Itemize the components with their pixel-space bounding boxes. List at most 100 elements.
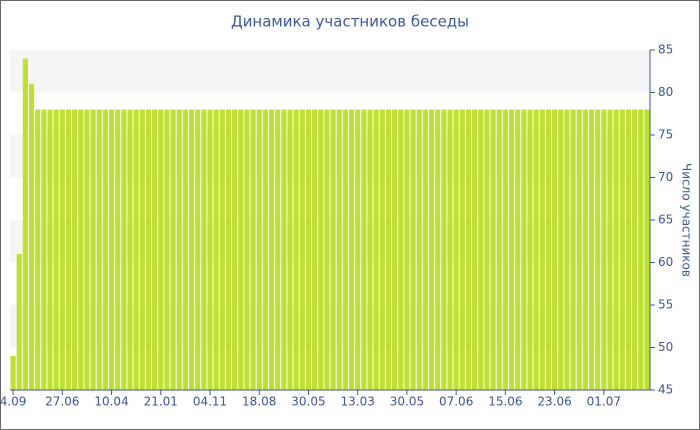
bar (268, 109, 275, 390)
bar (428, 109, 435, 390)
bar (515, 109, 521, 390)
bar (552, 109, 558, 390)
x-tick-label: 23.06 (537, 395, 571, 409)
bar (275, 109, 281, 390)
y-tick-label: 55 (658, 298, 673, 312)
y-tick-label: 45 (658, 383, 673, 397)
bar (158, 109, 164, 390)
bar (588, 109, 595, 390)
bar (465, 109, 472, 390)
bar (410, 109, 416, 390)
bar (453, 109, 459, 390)
bar (28, 84, 35, 390)
bar (10, 356, 16, 390)
grid-band (10, 50, 650, 93)
bar (342, 109, 348, 390)
bar (170, 109, 176, 390)
x-tick-label: 21.01 (144, 395, 178, 409)
bar (96, 109, 102, 390)
bar (121, 109, 127, 390)
bar (213, 109, 219, 390)
bar (152, 109, 158, 390)
bar (638, 109, 644, 390)
bar (490, 109, 496, 390)
bar (582, 109, 588, 390)
bar (164, 109, 170, 390)
bar (545, 109, 552, 390)
y-tick-label: 80 (658, 85, 673, 99)
bar (41, 109, 47, 390)
bar (102, 109, 108, 390)
bar (619, 109, 625, 390)
bar (447, 109, 453, 390)
bar (336, 109, 342, 390)
bar (22, 58, 28, 390)
bar (53, 109, 59, 390)
bar (595, 109, 601, 390)
bar (478, 109, 484, 390)
bar (459, 109, 465, 390)
y-tick-label: 50 (658, 340, 673, 354)
bar (441, 109, 447, 390)
bar (570, 109, 576, 390)
bar (508, 109, 515, 390)
bar (287, 109, 293, 390)
bar (496, 109, 502, 390)
y-tick-label: 70 (658, 170, 673, 184)
bar (379, 109, 385, 390)
bar (84, 109, 90, 390)
bar (182, 109, 188, 390)
x-tick-label: 07.06 (439, 395, 473, 409)
bar (90, 109, 96, 390)
x-tick-label: 13.03 (341, 395, 375, 409)
bar (305, 109, 312, 390)
bar (281, 109, 287, 390)
bar (188, 109, 195, 390)
x-tick-label: 27.06 (45, 395, 79, 409)
bar (65, 109, 72, 390)
bar (256, 109, 262, 390)
bar (219, 109, 225, 390)
bar (35, 109, 41, 390)
bar (576, 109, 582, 390)
bar (201, 109, 207, 390)
bar (416, 109, 422, 390)
bar (232, 109, 238, 390)
bar (244, 109, 250, 390)
y-tick-label: 75 (658, 128, 673, 142)
bar (601, 109, 607, 390)
bar (564, 109, 570, 390)
bar (644, 109, 650, 390)
bar (521, 109, 527, 390)
bar (502, 109, 508, 390)
bar (484, 109, 490, 390)
chart-title: Динамика участников беседы (231, 13, 469, 31)
y-tick-label: 60 (658, 255, 673, 269)
bar (607, 109, 613, 390)
bar (312, 109, 318, 390)
bar (625, 109, 632, 390)
x-tick-label: 04.11 (193, 395, 227, 409)
bar (435, 109, 441, 390)
bar (385, 109, 392, 390)
bar (250, 109, 256, 390)
bar (558, 109, 564, 390)
x-tick-label: 18.08 (242, 395, 276, 409)
bar (78, 109, 84, 390)
x-tick-label: 30.05 (291, 395, 325, 409)
bar (348, 109, 355, 390)
bar (16, 254, 22, 390)
bar (207, 109, 213, 390)
bar (195, 109, 201, 390)
bar (422, 109, 428, 390)
bar (133, 109, 139, 390)
bar (404, 109, 410, 390)
bar (398, 109, 404, 390)
bar (472, 109, 478, 390)
bar (139, 109, 145, 390)
x-tick-label: 01.07 (587, 395, 621, 409)
y-axis-title: Число участников (680, 163, 694, 277)
bar (527, 109, 533, 390)
x-tick-label: 10.04 (94, 395, 128, 409)
